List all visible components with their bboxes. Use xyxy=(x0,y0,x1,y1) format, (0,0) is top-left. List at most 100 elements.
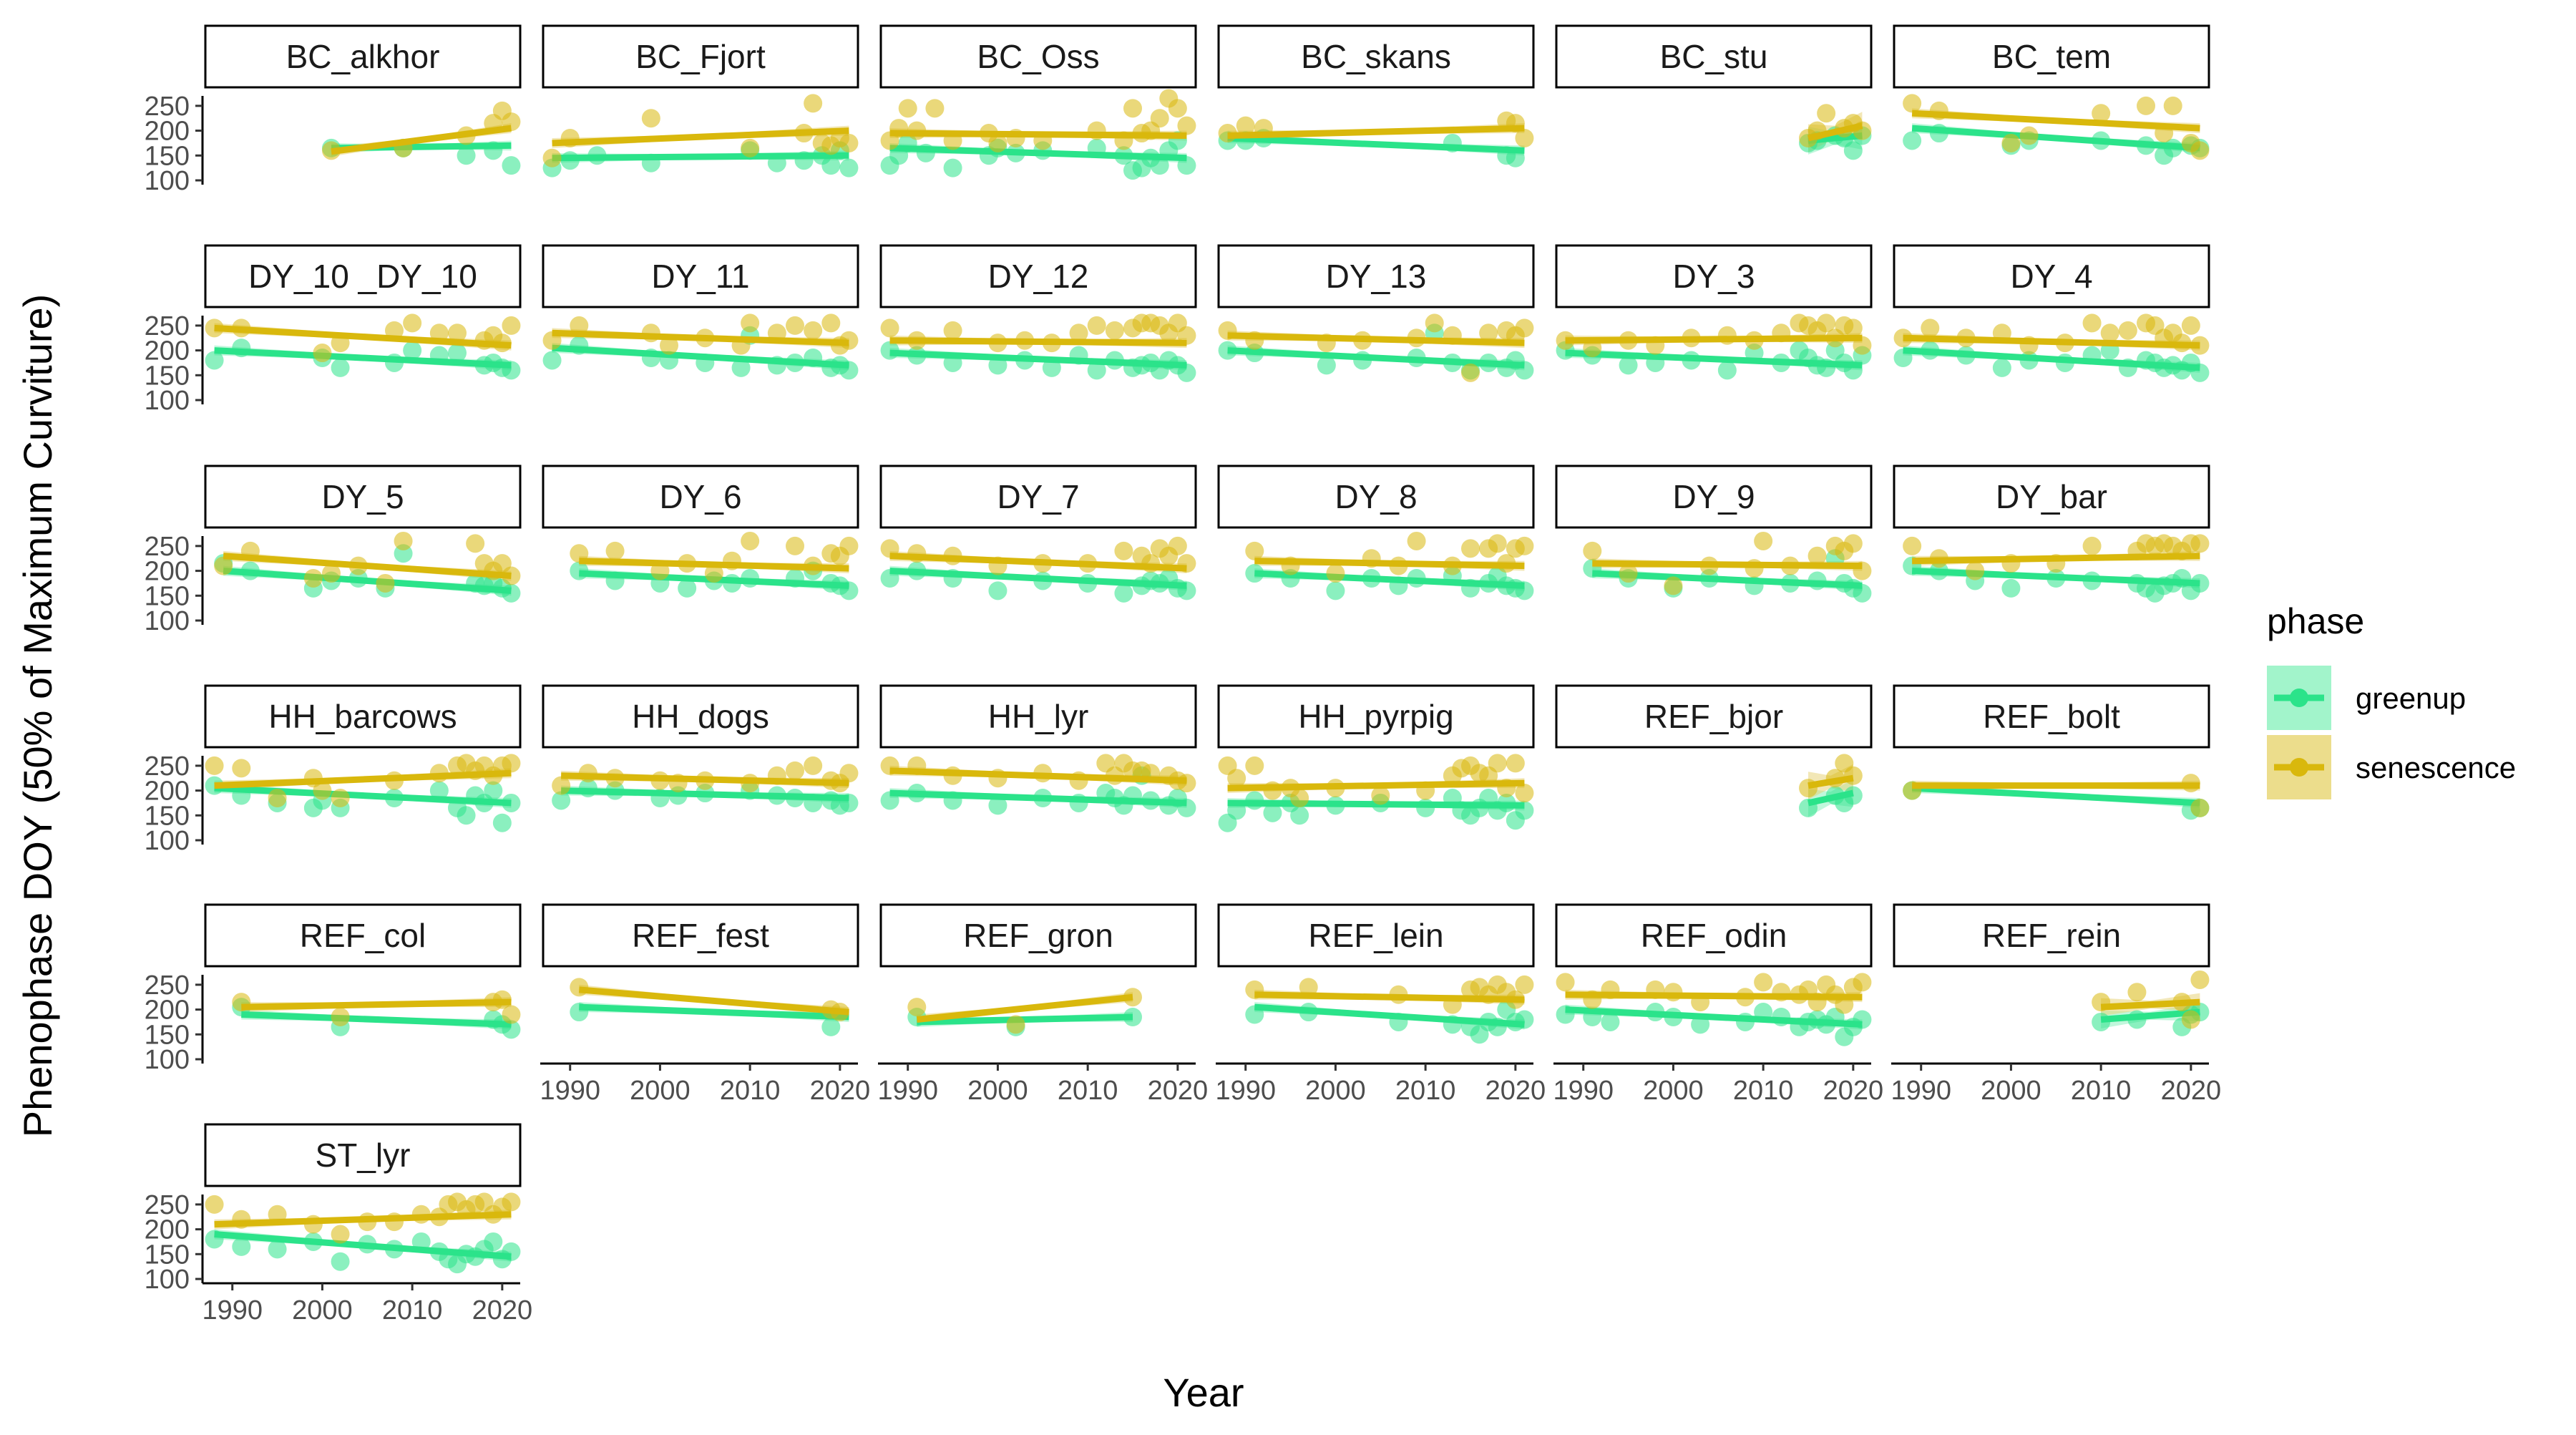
facet-panel: REF_bjor xyxy=(1555,684,1873,817)
senescence-trend-line xyxy=(889,767,1187,784)
greenup-trend-line xyxy=(1807,789,1854,807)
senescence-point xyxy=(1515,129,1534,147)
greenup-point xyxy=(1992,358,2011,377)
senescence-point xyxy=(1425,313,1444,333)
senescence-point xyxy=(2082,536,2102,555)
y-tick-label: 150 xyxy=(145,801,190,831)
senescence-point xyxy=(205,1195,224,1214)
facet-strip xyxy=(1893,903,2210,968)
senescence-point xyxy=(1817,104,1836,123)
facet-panel: BC_Fjort xyxy=(542,24,859,177)
facet-strip xyxy=(1555,684,1873,749)
y-tick-label: 250 xyxy=(145,311,190,341)
facet-title: BC_alkhor xyxy=(286,38,440,75)
greenup-trend-line xyxy=(1565,1006,1863,1028)
facet-panel: DY_8 xyxy=(1217,464,1535,600)
senescence-trend-line xyxy=(579,558,849,572)
facet-panel: BC_tem xyxy=(1893,24,2210,165)
y-tick-label: 100 xyxy=(145,1265,190,1295)
x-tick-label: 2020 xyxy=(1148,1076,1209,1106)
facet-strip xyxy=(1555,244,1873,308)
y-axis-title: Phenophase DOY (50% of Maximum Curviture… xyxy=(15,294,60,1138)
x-tick-label: 2010 xyxy=(1395,1076,1456,1106)
x-tick-label: 2020 xyxy=(2161,1076,2222,1106)
senescence-point xyxy=(898,99,917,118)
senescence-trend-line xyxy=(889,337,1187,346)
greenup-trend-line xyxy=(214,1231,512,1260)
senescence-point xyxy=(2181,316,2200,335)
senescence-point xyxy=(741,313,760,333)
facet-strip xyxy=(1217,24,1535,89)
facet-panel: DY_bar xyxy=(1893,464,2210,603)
x-tick-label: 2010 xyxy=(720,1076,781,1106)
facet-panel: HH_pyrpig xyxy=(1217,684,1535,832)
senescence-trend-line xyxy=(552,329,849,346)
senescence-point xyxy=(1168,99,1187,118)
greenup-point xyxy=(484,781,503,800)
facet-panel: DY_4 xyxy=(1893,244,2210,382)
senescence-point xyxy=(1236,116,1255,135)
facet-title: DY_9 xyxy=(1672,478,1755,515)
y-tick-label: 150 xyxy=(145,361,190,391)
senescence-point xyxy=(786,316,804,335)
senescence-trend-line xyxy=(1911,110,2200,132)
legend-title: phase xyxy=(2267,601,2364,641)
senescence-trend-line xyxy=(889,130,1187,140)
senescence-point xyxy=(786,761,804,780)
senescence-trend-line xyxy=(552,127,849,147)
senescence-point xyxy=(1371,786,1390,805)
facet-title: DY_11 xyxy=(651,258,749,295)
senescence-point xyxy=(1903,94,1922,113)
facet-title: DY_4 xyxy=(2010,258,2092,295)
facet-panel: DY_12 xyxy=(879,244,1197,382)
x-tick-label: 2010 xyxy=(382,1295,443,1325)
senescence-point xyxy=(660,336,678,355)
facet-strip xyxy=(1555,903,1873,968)
senescence-point xyxy=(1227,769,1246,788)
senescence-point xyxy=(988,133,1008,152)
facet-title: REF_gron xyxy=(963,917,1113,954)
senescence-trend-line xyxy=(214,324,512,349)
facet-panel: REF_rein 1990 2000 2010 2020 xyxy=(1890,903,2222,1106)
senescence-point xyxy=(1921,318,1940,338)
greenup-point xyxy=(821,1017,841,1036)
senescence-point xyxy=(502,1192,521,1212)
y-tick-label: 100 xyxy=(145,1045,190,1075)
senescence-point xyxy=(925,99,945,118)
greenup-trend-line xyxy=(223,568,512,594)
greenup-point xyxy=(1317,356,1336,375)
greenup-point xyxy=(205,351,224,370)
greenup-point xyxy=(988,796,1008,815)
senescence-point xyxy=(394,531,413,550)
senescence-point xyxy=(1290,789,1309,807)
senescence-point xyxy=(1461,539,1480,558)
senescence-point xyxy=(1843,534,1863,553)
facet-title: BC_skans xyxy=(1301,38,1451,75)
y-tick-label: 200 xyxy=(145,117,190,147)
senescence-point xyxy=(1114,541,1133,560)
greenup-trend-line xyxy=(1911,784,2200,807)
greenup-point xyxy=(943,158,962,177)
senescence-point xyxy=(1087,316,1106,335)
senescence-point xyxy=(804,321,823,340)
senescence-trend-line xyxy=(1592,560,1863,570)
senescence-point xyxy=(1299,978,1318,997)
senescence-point xyxy=(2190,141,2210,160)
x-tick-label: 2020 xyxy=(472,1295,533,1325)
senescence-point xyxy=(205,756,224,775)
senescence-point xyxy=(704,564,723,583)
senescence-trend-line xyxy=(223,553,512,580)
senescence-point xyxy=(1479,324,1498,343)
y-tick-label: 150 xyxy=(145,141,190,171)
facet-title: REF_rein xyxy=(1982,917,2121,954)
senescence-point xyxy=(1488,754,1507,773)
greenup-point xyxy=(268,1240,287,1259)
senescence-point xyxy=(466,534,485,553)
greenup-trend-line xyxy=(552,152,849,162)
facet-panel: REF_gron 1990 2000 2010 2020 xyxy=(877,903,1209,1106)
senescence-point xyxy=(1515,536,1534,555)
facet-title: REF_bolt xyxy=(1983,698,2120,735)
